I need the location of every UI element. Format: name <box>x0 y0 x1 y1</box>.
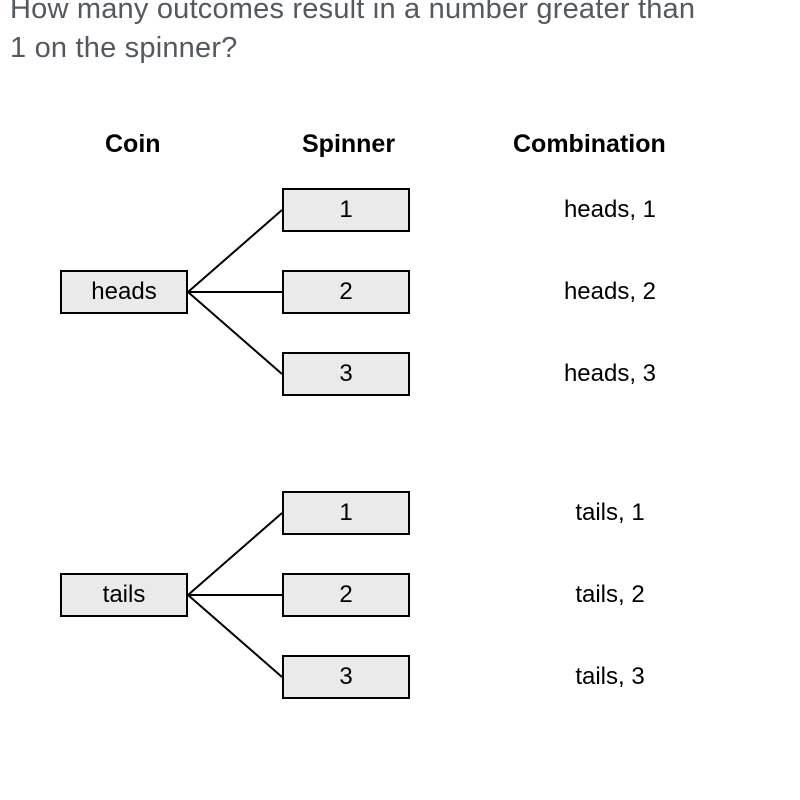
spinner-box-tails-2: 2 <box>282 573 410 617</box>
figure-root: How many outcomes result in a number gre… <box>0 0 800 800</box>
spinner-box-tails-3: 3 <box>282 655 410 699</box>
question-line-1: How many outcomes result in a number gre… <box>10 0 790 29</box>
spinner-box-heads-2: 2 <box>282 270 410 314</box>
question-line-2: 1 on the spinner? <box>10 29 790 68</box>
header-combination: Combination <box>513 130 666 159</box>
combination-heads-2: heads, 2 <box>520 278 700 306</box>
combination-tails-2: tails, 2 <box>520 581 700 609</box>
header-coin: Coin <box>105 130 161 159</box>
spinner-box-tails-1: 1 <box>282 491 410 535</box>
header-spinner: Spinner <box>302 130 395 159</box>
combination-heads-1: heads, 1 <box>520 196 700 224</box>
coin-box-tails: tails <box>60 573 188 617</box>
spinner-box-heads-1: 1 <box>282 188 410 232</box>
combination-heads-3: heads, 3 <box>520 360 700 388</box>
spinner-box-heads-3: 3 <box>282 352 410 396</box>
coin-box-heads: heads <box>60 270 188 314</box>
combination-tails-3: tails, 3 <box>520 663 700 691</box>
combination-tails-1: tails, 1 <box>520 499 700 527</box>
